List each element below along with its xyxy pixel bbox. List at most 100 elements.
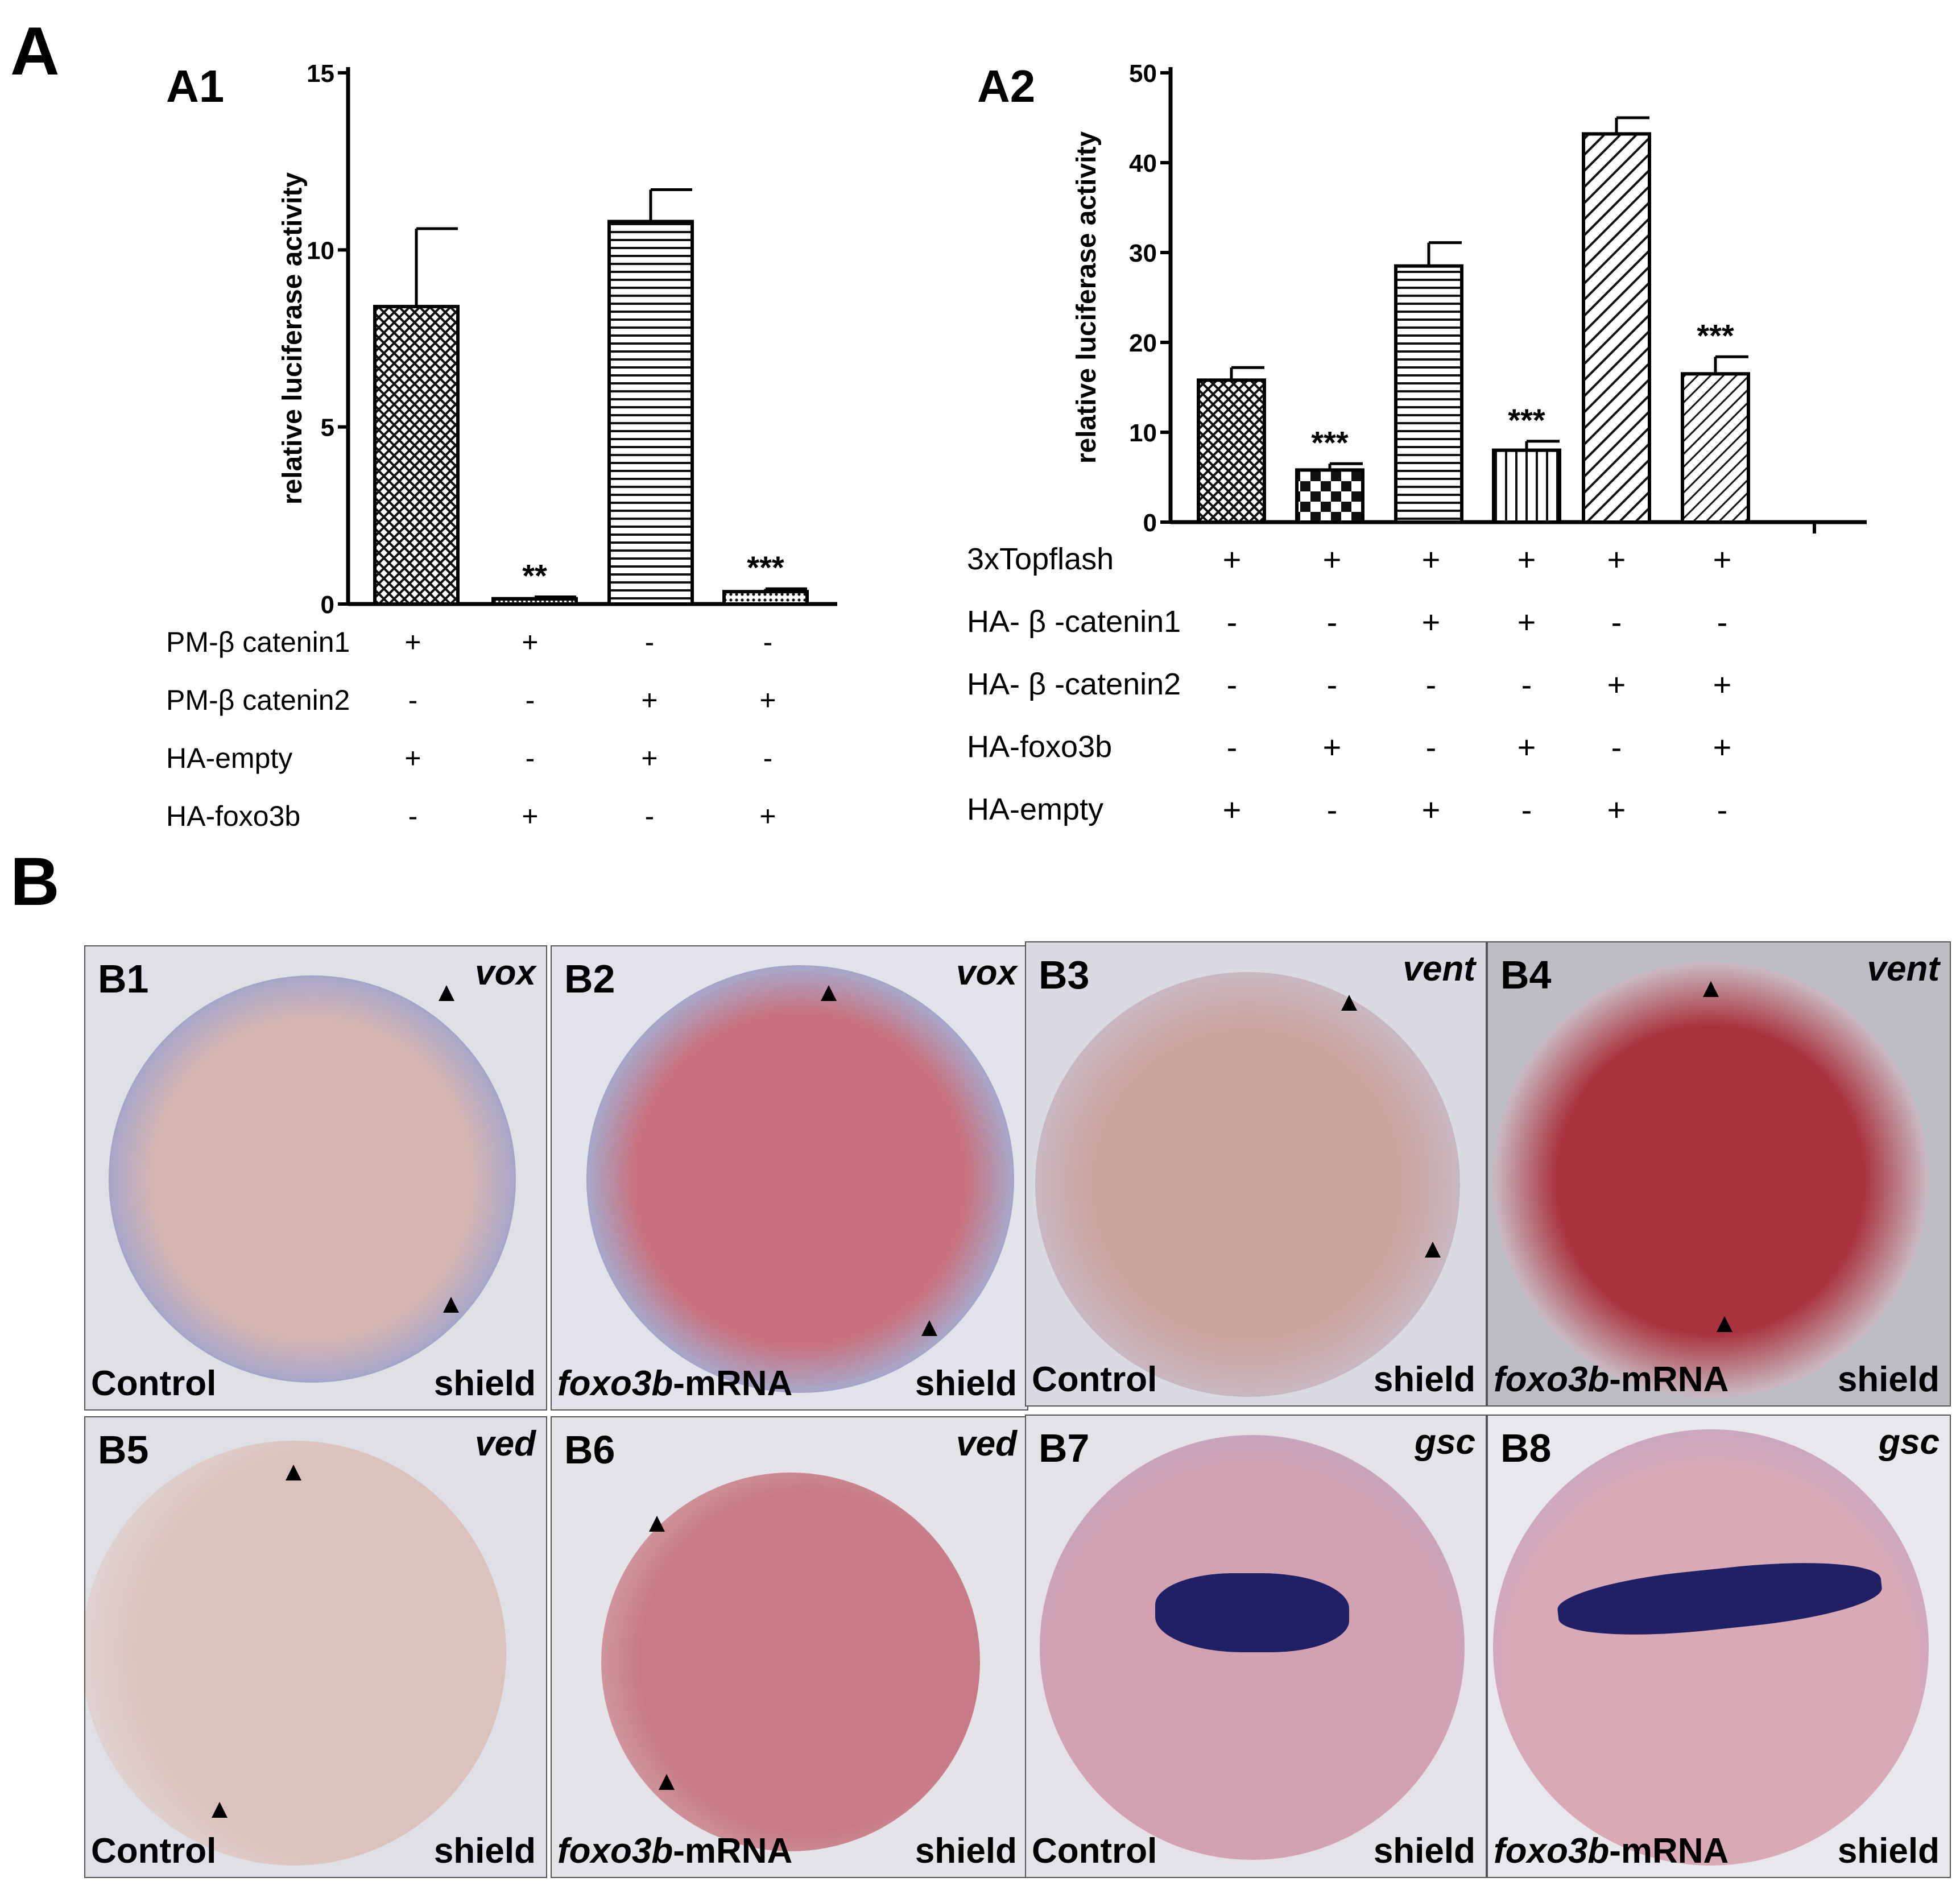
condition-sign: + xyxy=(1517,729,1536,765)
bar xyxy=(1295,468,1364,524)
in-situ-tile: B6 ved foxo3b-mRNA shield xyxy=(551,1416,1028,1878)
condition-label: PM-β catenin2 xyxy=(166,684,350,716)
condition-sign: - xyxy=(1326,792,1338,828)
in-situ-tile: B2 vox foxo3b-mRNA shield xyxy=(551,945,1028,1411)
tile-label: B4 xyxy=(1500,953,1552,997)
condition-caption: Control xyxy=(91,1834,216,1869)
condition-sign: - xyxy=(1326,604,1338,640)
condition-sign: + xyxy=(404,626,421,658)
y-tick-label: 50 xyxy=(1129,60,1157,88)
stage-label: shield xyxy=(1837,1831,1940,1871)
section-a-letter: A xyxy=(10,13,60,89)
condition-sign: + xyxy=(522,800,539,832)
panel-label-a2: A2 xyxy=(977,61,1036,111)
condition-sign: - xyxy=(763,626,773,658)
condition-suffix: -mRNA xyxy=(1609,1831,1729,1871)
tile-label: B3 xyxy=(1039,953,1090,997)
condition-name: foxo3b xyxy=(1494,1831,1610,1871)
gene-name: vox xyxy=(475,953,536,992)
condition-sign: - xyxy=(1717,792,1728,828)
gene-name: vox xyxy=(956,953,1017,992)
condition-caption: foxo3b-mRNA xyxy=(557,1834,792,1869)
y-tick-label: 10 xyxy=(307,237,334,264)
significance-label: ** xyxy=(522,558,547,594)
condition-sign: + xyxy=(1322,729,1342,765)
condition-name: foxo3b xyxy=(557,1364,673,1403)
embryo-image xyxy=(85,1440,506,1866)
stage-label: shield xyxy=(1373,1831,1475,1871)
condition-name: Control xyxy=(1032,1831,1157,1871)
condition-name: foxo3b xyxy=(1494,1360,1610,1399)
tile-label: B7 xyxy=(1039,1426,1090,1470)
condition-label: PM-β catenin1 xyxy=(166,626,350,658)
condition-sign: + xyxy=(641,742,658,774)
tile-label: B1 xyxy=(98,957,149,1001)
condition-sign: + xyxy=(759,684,776,716)
condition-label: HA- β -catenin1 xyxy=(967,605,1181,639)
arrowhead-marker xyxy=(1717,1316,1733,1332)
condition-caption: foxo3b-mRNA xyxy=(1494,1834,1729,1869)
condition-sign: - xyxy=(1425,667,1437,702)
condition-sign: - xyxy=(1326,667,1338,702)
significance-label: *** xyxy=(1697,317,1734,353)
stage-label: shield xyxy=(1837,1360,1940,1399)
condition-sign: + xyxy=(1607,667,1626,702)
condition-sign: + xyxy=(404,742,421,774)
embryo-image xyxy=(1492,961,1929,1398)
arrowhead-marker xyxy=(1424,1241,1441,1258)
significance-label: *** xyxy=(747,549,784,585)
condition-name: Control xyxy=(1032,1360,1157,1399)
condition-sign: - xyxy=(1717,604,1728,640)
y-axis-label: relative luciferase activity xyxy=(278,172,308,505)
significance-label: *** xyxy=(1311,424,1349,460)
gene-name: gsc xyxy=(1879,1422,1940,1462)
condition-sign: + xyxy=(1222,541,1242,577)
tile-label: B5 xyxy=(98,1428,149,1472)
condition-sign: + xyxy=(1713,729,1732,765)
condition-sign: + xyxy=(759,800,776,832)
stage-label: shield xyxy=(915,1831,1017,1871)
condition-sign: + xyxy=(1607,541,1626,577)
condition-sign: + xyxy=(1517,541,1536,577)
arrowhead-marker xyxy=(821,985,837,1001)
condition-suffix: -mRNA xyxy=(1609,1360,1729,1399)
y-tick-label: 10 xyxy=(1129,419,1157,447)
condition-sign: - xyxy=(763,742,773,774)
condition-sign: - xyxy=(1521,792,1532,828)
chart-a2: 0 10 20 30 40 50 relative luciferase activity *… xyxy=(1072,60,1867,537)
stage-label: shield xyxy=(915,1364,1017,1403)
condition-suffix: -mRNA xyxy=(673,1364,793,1403)
condition-sign: - xyxy=(1521,667,1532,702)
stage-label: shield xyxy=(1373,1360,1475,1399)
condition-sign: + xyxy=(1421,792,1441,828)
condition-caption: foxo3b-mRNA xyxy=(557,1366,792,1401)
in-situ-tile: B8 gsc foxo3b-mRNA shield xyxy=(1487,1415,1951,1878)
embryo-image xyxy=(1035,971,1461,1397)
gene-name: gsc xyxy=(1415,1422,1475,1462)
bar xyxy=(1492,448,1561,524)
bar xyxy=(1681,372,1750,524)
condition-name: Control xyxy=(91,1364,217,1403)
section-b-letter: B xyxy=(10,843,60,920)
gene-name: ved xyxy=(956,1424,1017,1463)
embryo-image xyxy=(1492,1429,1929,1866)
condition-sign: - xyxy=(1425,729,1437,765)
condition-sign: + xyxy=(1222,792,1242,828)
condition-sign: - xyxy=(408,800,418,832)
condition-sign: - xyxy=(644,800,655,832)
y-tick-label: 30 xyxy=(1129,239,1157,267)
arrowhead-marker xyxy=(212,1802,228,1818)
y-tick-label: 0 xyxy=(1143,509,1157,537)
condition-caption: Control xyxy=(1032,1362,1157,1397)
condition-sign: + xyxy=(1713,541,1732,577)
significance-label: *** xyxy=(1508,402,1545,438)
in-situ-tile: B7 gsc Control shield xyxy=(1025,1415,1487,1878)
condition-sign: + xyxy=(1322,541,1342,577)
gene-name: ved xyxy=(475,1424,536,1463)
stage-label: shield xyxy=(433,1831,536,1871)
bar xyxy=(1394,264,1463,524)
gene-name: vent xyxy=(1867,949,1940,989)
condition-label: HA-empty xyxy=(166,742,293,774)
condition-sign: - xyxy=(1226,729,1238,765)
